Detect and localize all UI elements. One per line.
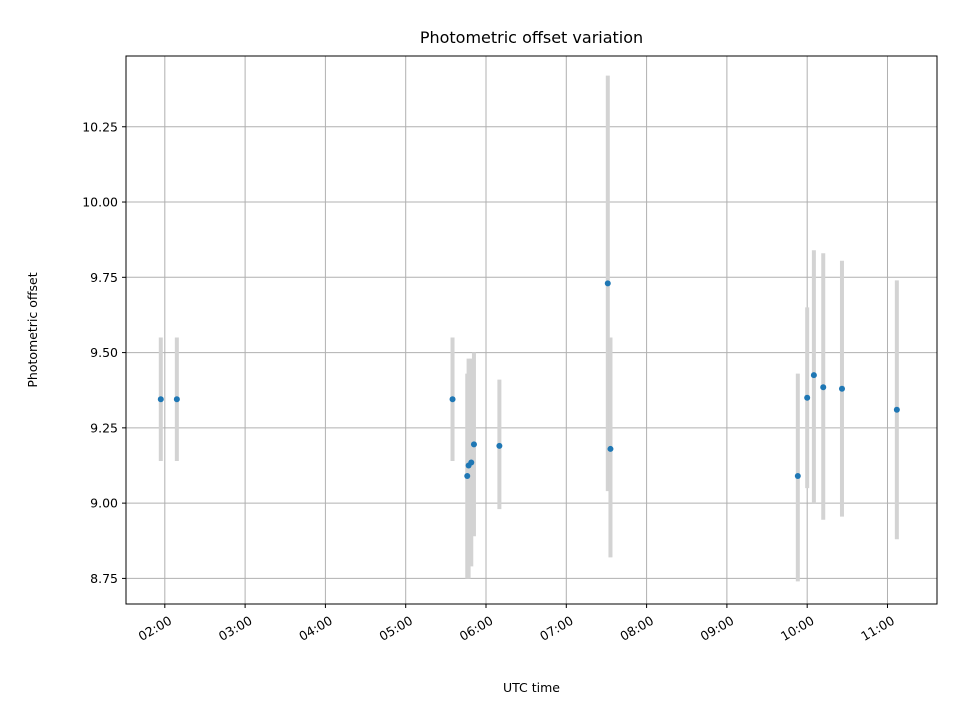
y-tick-label: 9.00: [90, 496, 118, 511]
y-tick-label: 9.25: [90, 420, 118, 435]
y-tick-label: 10.25: [82, 119, 118, 134]
data-point: [820, 384, 827, 391]
data-point: [604, 280, 611, 287]
data-point: [496, 442, 503, 449]
x-tick-label: 03:00: [216, 613, 255, 644]
x-tick-label: 06:00: [457, 613, 496, 644]
data-point: [173, 396, 180, 403]
data-point: [607, 445, 614, 452]
y-tick-label: 9.50: [90, 345, 118, 360]
data-point: [794, 473, 801, 480]
y-tick-label: 8.75: [90, 571, 118, 586]
x-tick-label: 02:00: [136, 613, 175, 644]
point-layer: [157, 280, 900, 480]
data-point: [449, 396, 456, 403]
data-point: [810, 372, 817, 379]
data-point: [464, 473, 471, 480]
x-tick-label: 09:00: [698, 613, 737, 644]
x-tick-label: 05:00: [376, 613, 415, 644]
x-tick-label: 11:00: [858, 613, 897, 644]
errorbar-layer: [158, 75, 899, 582]
x-tick-label: 04:00: [296, 613, 335, 644]
x-tick-label: 08:00: [617, 613, 656, 644]
data-point: [893, 406, 900, 413]
y-axis-label: Photometric offset: [25, 272, 40, 387]
grid-layer: [126, 56, 937, 604]
y-tick-label: 10.00: [82, 195, 118, 210]
data-point: [157, 396, 164, 403]
plot-frame: [125, 55, 938, 605]
data-point: [838, 385, 845, 392]
tick-layer: 02:00 03:00 04:00 05:00 06:00 07:00 08:00 09:00…: [82, 119, 897, 644]
y-tick-label: 9.75: [90, 270, 118, 285]
x-tick-label: 07:00: [537, 613, 576, 644]
data-point: [804, 394, 811, 401]
x-tick-label: 10:00: [778, 613, 817, 644]
x-axis-label: UTC time: [503, 680, 560, 695]
data-point: [470, 441, 477, 448]
data-point: [468, 459, 475, 466]
chart-title: Photometric offset variation: [420, 28, 643, 47]
